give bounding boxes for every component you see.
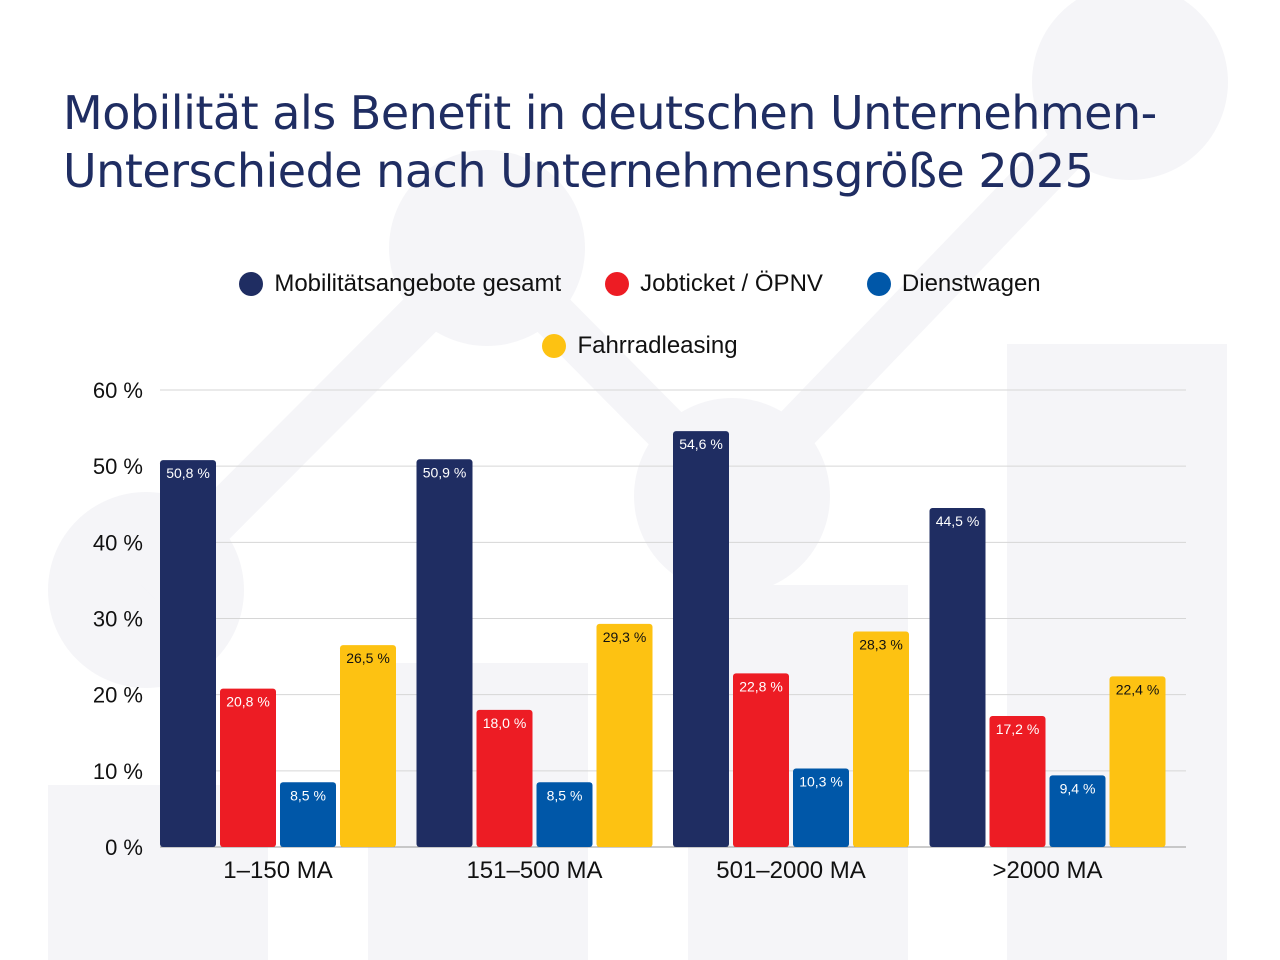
- y-tick-label: 0 %: [105, 835, 143, 860]
- legend-dot-icon: [239, 272, 264, 296]
- x-tick-label: 151–500 MA: [466, 857, 602, 884]
- bar: [596, 623, 653, 847]
- data-label: 26,5 %: [346, 650, 390, 666]
- y-tick-label: 30 %: [93, 607, 143, 632]
- legend-dot-icon: [542, 334, 567, 358]
- data-label: 28,3 %: [859, 636, 903, 652]
- bar: [793, 768, 849, 847]
- legend-item-jobticket: Jobticket / ÖPNV: [605, 270, 823, 298]
- y-tick-label: 60 %: [93, 378, 143, 403]
- y-tick-label: 40 %: [93, 530, 143, 555]
- bar: [853, 631, 909, 847]
- y-tick-label: 20 %: [93, 683, 143, 708]
- bar: [1109, 676, 1166, 847]
- bar: [340, 645, 396, 847]
- x-tick-label: 1–150 MA: [223, 857, 332, 884]
- data-label: 22,4 %: [1116, 681, 1160, 697]
- data-label: 54,6 %: [679, 436, 723, 452]
- legend-row-2: Fahrradleasing: [0, 332, 1280, 360]
- data-label: 44,5 %: [936, 513, 980, 529]
- data-label: 10,3 %: [799, 774, 843, 790]
- legend-label: Dienstwagen: [901, 270, 1041, 297]
- bar: [280, 782, 336, 847]
- chart-title: Mobilität als Benefit in deutschen Unter…: [63, 84, 1243, 200]
- data-label: 22,8 %: [739, 678, 783, 694]
- data-label: 29,3 %: [603, 629, 647, 645]
- chart-title-line-1: Mobilität als Benefit in deutschen Unter…: [63, 86, 1157, 140]
- data-label: 50,8 %: [166, 465, 210, 481]
- chart-title-line-2: Unterschiede nach Unternehmensgröße 2025: [63, 144, 1094, 198]
- y-tick-label: 50 %: [93, 454, 143, 479]
- bar: [989, 715, 1046, 847]
- data-label: 17,2 %: [996, 721, 1040, 737]
- data-label: 9,4 %: [1060, 780, 1096, 796]
- data-label: 50,9 %: [423, 464, 467, 480]
- legend-dot-icon: [605, 272, 630, 296]
- data-label: 18,0 %: [483, 715, 527, 731]
- data-label: 8,5 %: [547, 787, 583, 803]
- bar: [416, 459, 473, 847]
- bar: [476, 709, 533, 847]
- bar: [733, 673, 789, 847]
- bar: [1049, 775, 1106, 847]
- bar: [673, 431, 729, 847]
- x-tick-label: 501–2000 MA: [716, 857, 865, 884]
- legend-label: Fahrradleasing: [577, 332, 738, 359]
- data-label: 20,8 %: [226, 694, 270, 710]
- legend-dot-icon: [866, 272, 891, 296]
- x-tick-label: >2000 MA: [992, 857, 1102, 884]
- bar: [536, 782, 593, 847]
- legend-item-fahrradleasing: Fahrradleasing: [542, 332, 738, 360]
- legend-row-1: Mobilitätsangebote gesamt Jobticket / ÖP…: [0, 270, 1280, 298]
- bar: [160, 460, 216, 847]
- legend-label: Mobilitätsangebote gesamt: [274, 270, 562, 297]
- y-tick-label: 10 %: [93, 759, 143, 784]
- legend-item-dienstwagen: Dienstwagen: [866, 270, 1041, 298]
- data-label: 8,5 %: [290, 787, 326, 803]
- bar: [220, 688, 276, 847]
- legend-label: Jobticket / ÖPNV: [640, 270, 823, 297]
- bar: [929, 508, 986, 847]
- legend-item-mobilitaetsangebote: Mobilitätsangebote gesamt: [239, 270, 561, 298]
